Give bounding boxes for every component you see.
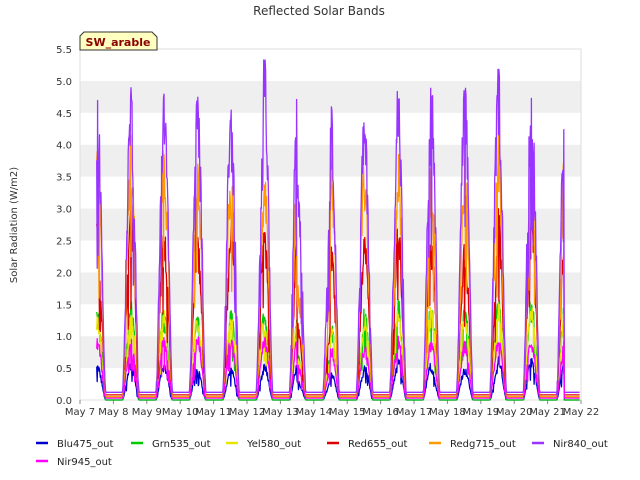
legend: Blu475_out Grn535_out Yel580_out Red655_out… <box>36 439 608 468</box>
x-tick-label: May 22 <box>563 407 600 418</box>
y-tick-label: 1.0 <box>56 332 72 343</box>
x-tick-label: May 9 <box>132 407 162 418</box>
y-tick-label: 0.5 <box>56 364 72 375</box>
y-tick-label: 4.5 <box>56 109 72 120</box>
grid-band <box>80 80 581 113</box>
badge-shape <box>79 31 158 51</box>
legend-label: Nir945_out <box>57 457 112 468</box>
legend-label: Redg715_out <box>450 439 516 450</box>
x-tick-label: May 14 <box>296 407 333 418</box>
chart-title: Reflected Solar Bands <box>253 4 385 18</box>
x-tick-label: May 21 <box>529 407 566 418</box>
grid-band <box>80 49 581 81</box>
x-tick-label: May 17 <box>396 407 433 418</box>
legend-label: Red655_out <box>348 439 408 450</box>
y-tick-label: 5.0 <box>56 77 72 88</box>
x-tick-label: May 7 <box>65 407 95 418</box>
x-tick-label: May 15 <box>329 407 366 418</box>
x-tick-label: May 8 <box>98 407 128 418</box>
y-tick-label: 5.5 <box>56 45 72 56</box>
x-tick-label: May 16 <box>362 407 399 418</box>
legend-label: Grn535_out <box>152 439 211 450</box>
x-tick-label: May 11 <box>195 407 232 418</box>
legend-label: Yel580_out <box>246 439 301 450</box>
plot-area <box>79 48 582 401</box>
y-axis-label: Solar Radiation (W/m2) <box>9 167 20 283</box>
y-tick-label: 0.0 <box>56 396 72 407</box>
y-tick-label: 1.5 <box>56 300 72 311</box>
x-tick-label: May 12 <box>229 407 266 418</box>
series-line-nir945-out <box>96 335 580 400</box>
y-tick-label: 2.0 <box>56 268 72 279</box>
x-tick-label: May 19 <box>463 407 500 418</box>
legend-label: Nir840_out <box>553 439 608 450</box>
y-tick-label: 3.5 <box>56 173 72 184</box>
series-line-nir840-out <box>96 59 580 396</box>
y-tick-label: 2.5 <box>56 236 72 247</box>
badge-label: SW_arable <box>86 36 151 49</box>
x-tick-label: May 20 <box>496 407 533 418</box>
x-tick-label: May 10 <box>162 407 199 418</box>
x-tick-label: May 13 <box>262 407 299 418</box>
legend-label: Blu475_out <box>57 439 114 450</box>
x-tick-label: May 18 <box>429 407 466 418</box>
y-tick-label: 3.0 <box>56 205 72 216</box>
y-tick-label: 4.0 <box>56 141 72 152</box>
series-lines <box>96 59 580 401</box>
y-axis-ticks: 0.0 0.5 1.0 1.5 2.0 2.5 3.0 3.5 4.0 4.5 5.0 5.5 <box>56 45 72 407</box>
sw-arable-badge: SW_arable <box>79 31 158 51</box>
